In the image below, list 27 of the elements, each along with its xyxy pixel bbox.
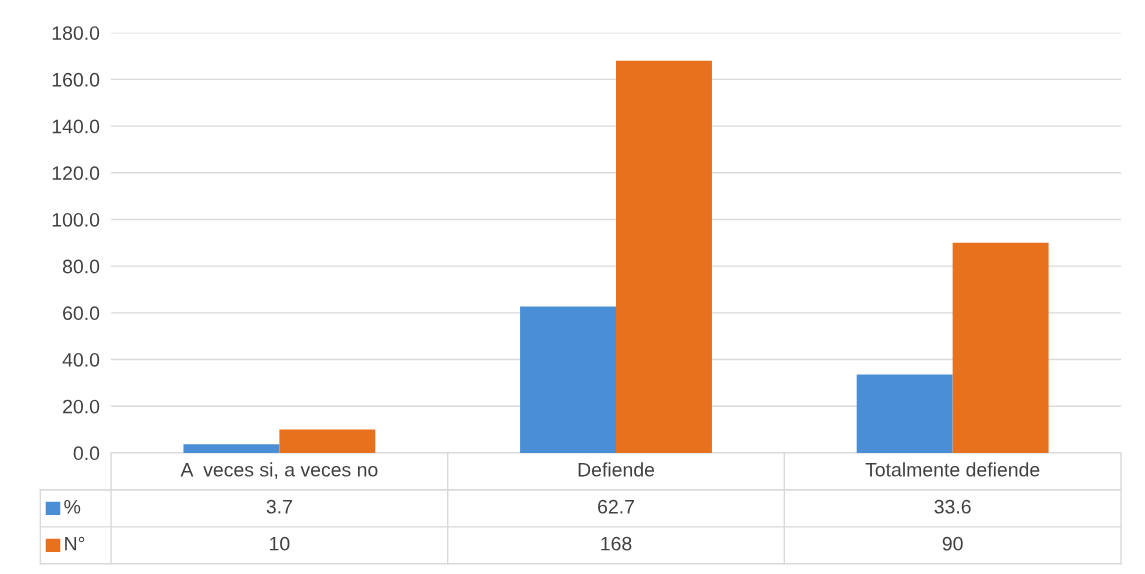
y-tick-label: 40.0 (62, 352, 100, 367)
x-tick-label: A veces si, a veces no (180, 462, 378, 479)
bar (520, 306, 617, 453)
y-tick-label: 140.0 (52, 119, 100, 134)
data-label: 168 (601, 536, 632, 551)
data-label: 62.7 (598, 499, 634, 514)
y-tick-label: 80.0 (62, 259, 100, 274)
y-tick-label: 60.0 (63, 306, 100, 321)
y-tick-label: 160.0 (52, 72, 100, 87)
bar (616, 60, 712, 453)
bar (183, 444, 280, 453)
data-label: 90 (942, 536, 963, 551)
legend-label: % (64, 499, 81, 514)
y-tick-label: 120.0 (52, 166, 100, 181)
bar (856, 374, 953, 453)
x-tick-label: Defiende (578, 462, 655, 477)
data-label: 3.7 (266, 499, 292, 514)
y-tick-label: 20.0 (63, 399, 100, 414)
bar (279, 429, 376, 453)
x-tick-label: Totalmente defiende (865, 462, 1040, 477)
data-label: 10 (270, 536, 290, 551)
legend-label: N° (65, 536, 85, 551)
y-tick-label: 180.0 (52, 26, 100, 40)
data-label: 33.6 (934, 499, 971, 514)
bar (952, 242, 1049, 453)
y-tick-label: 100.0 (52, 212, 100, 227)
y-tick-label: 0.0 (73, 446, 100, 461)
